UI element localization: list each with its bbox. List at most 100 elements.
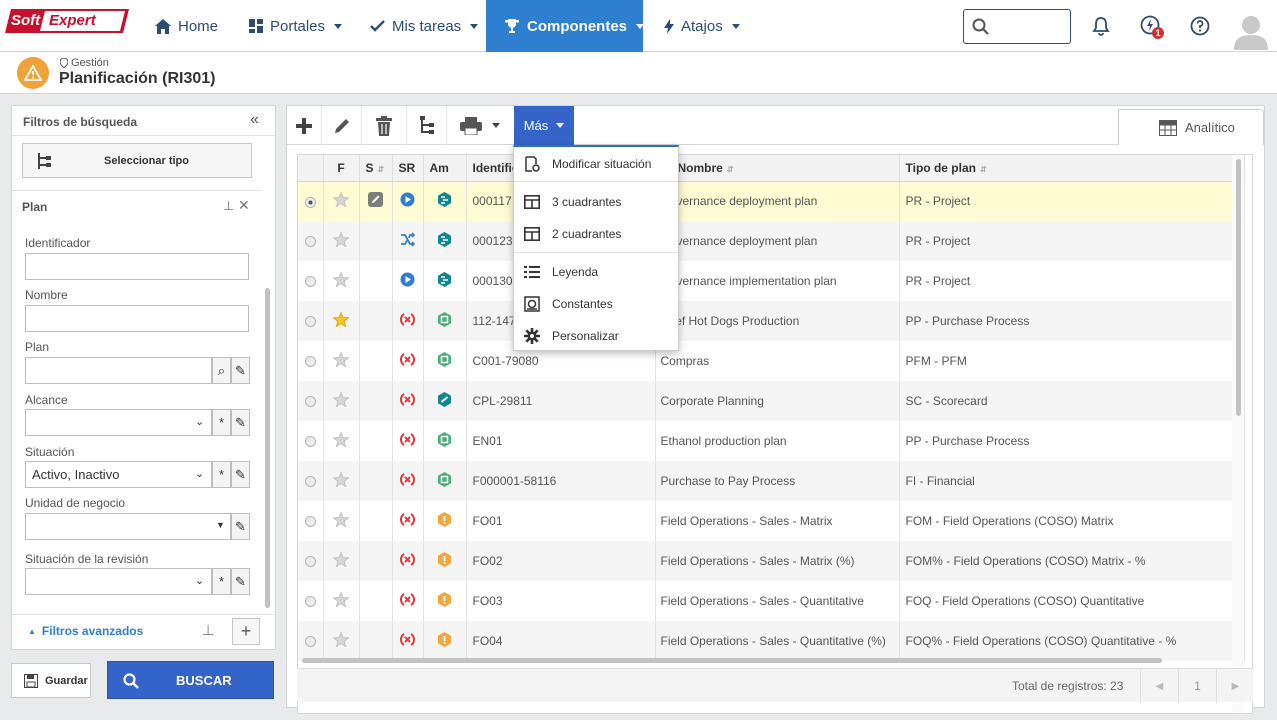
column-header-sr[interactable]: SR	[392, 155, 424, 182]
chevron-down-icon[interactable]: ⌄	[195, 575, 205, 587]
edit-button[interactable]	[322, 106, 362, 145]
hierarchy-button[interactable]	[407, 106, 447, 145]
favorite-cell[interactable]	[323, 421, 360, 461]
row-select-cell[interactable]	[298, 421, 324, 461]
panel-scrollbar[interactable]	[265, 288, 270, 608]
table-row[interactable]: EN01 Ethanol production plan PP - Purchase…	[298, 421, 1245, 461]
star-icon[interactable]	[332, 471, 350, 488]
row-radio[interactable]	[304, 436, 316, 448]
row-radio[interactable]	[304, 276, 316, 288]
star-icon[interactable]	[332, 191, 350, 208]
clear-revision-button[interactable]: ✎	[231, 568, 250, 595]
menu-item-2-cuadrantes[interactable]: 2 cuadrantes	[514, 219, 678, 249]
favorite-cell[interactable]	[323, 381, 360, 421]
row-select-cell[interactable]	[298, 501, 324, 541]
chevron-down-icon[interactable]: ⌄	[195, 416, 205, 428]
menu-item-leyenda[interactable]: Leyenda	[514, 257, 678, 287]
row-select-cell[interactable]	[298, 581, 324, 621]
row-radio[interactable]	[304, 516, 316, 528]
dropdown-arrow-icon[interactable]: ▼	[216, 520, 225, 530]
menu-item-modificar-situacion[interactable]: Modificar situación	[514, 149, 678, 179]
row-radio[interactable]	[304, 236, 316, 248]
softexpert-logo[interactable]: Soft Expert	[5, 9, 129, 33]
current-page[interactable]: 1	[1178, 669, 1216, 703]
favorite-cell[interactable]	[323, 301, 360, 341]
table-row[interactable]: FO04 Field Operations - Sales - Quantitat…	[298, 621, 1245, 661]
row-radio[interactable]	[304, 556, 316, 568]
alcance-select[interactable]	[25, 409, 212, 436]
clear-unidad-button[interactable]: ✎	[231, 513, 250, 540]
search-plan-button[interactable]: ⌕	[212, 357, 231, 384]
nav-componentes[interactable]: Componentes	[486, 0, 645, 52]
favorite-cell[interactable]	[323, 581, 360, 621]
add-filter-button[interactable]: +	[232, 618, 260, 645]
row-select-cell[interactable]	[298, 301, 324, 341]
row-select-cell[interactable]	[298, 621, 324, 661]
more-button[interactable]: Más	[514, 106, 574, 145]
favorite-cell[interactable]	[323, 221, 360, 261]
clear-plan-button[interactable]: ✎	[231, 357, 250, 384]
table-row[interactable]: FO01 Field Operations - Sales - Matrix FOM…	[298, 501, 1245, 541]
print-button[interactable]	[447, 106, 513, 145]
alerts-button[interactable]: 1	[1140, 15, 1164, 40]
collapse-panel-icon[interactable]: «	[250, 111, 259, 128]
row-select-cell[interactable]	[298, 221, 324, 261]
row-radio[interactable]	[304, 596, 316, 608]
global-search-input[interactable]	[963, 9, 1071, 44]
previous-page-button[interactable]: ◀	[1140, 669, 1178, 703]
column-header-f[interactable]: F	[323, 155, 360, 182]
delete-button[interactable]	[362, 106, 407, 145]
search-button[interactable]: BUSCAR	[107, 661, 274, 699]
situacion-select[interactable]: Activo, Inactivo	[25, 461, 212, 488]
star-icon[interactable]	[332, 511, 350, 528]
clear-section-icon[interactable]: ⊥	[223, 198, 235, 213]
column-header-tipo-de-plan[interactable]: Tipo de plan ⇵	[899, 155, 1245, 182]
table-row[interactable]: F000001-58116 Purchase to Pay Process FI -…	[298, 461, 1245, 501]
alcance-all-button[interactable]: *	[212, 409, 231, 436]
nav-portales[interactable]: Portales	[249, 0, 343, 52]
situacion-all-button[interactable]: *	[212, 461, 231, 488]
star-icon[interactable]	[332, 231, 350, 248]
help-icon[interactable]	[1190, 16, 1210, 39]
row-select-cell[interactable]	[298, 541, 324, 581]
next-page-button[interactable]: ▶	[1216, 669, 1254, 703]
save-button[interactable]: Guardar	[11, 663, 91, 698]
chevron-down-icon[interactable]: ⌄	[195, 468, 205, 480]
star-icon[interactable]	[332, 431, 350, 448]
nav-mis-tareas[interactable]: Mis tareas	[370, 0, 479, 52]
row-select-cell[interactable]	[298, 181, 324, 221]
clear-alcance-button[interactable]: ✎	[231, 409, 250, 436]
star-filled-icon[interactable]	[332, 311, 350, 328]
grid-vertical-scrollbar[interactable]	[1236, 159, 1241, 416]
add-button[interactable]	[287, 106, 322, 145]
table-row[interactable]: FO03 Field Operations - Sales - Quantitat…	[298, 581, 1245, 621]
column-header-am[interactable]: Am	[423, 155, 467, 182]
row-radio[interactable]	[304, 356, 316, 368]
unidad-select[interactable]	[25, 513, 231, 540]
row-radio[interactable]	[304, 316, 316, 328]
table-row[interactable]: 000123 Governance deployment plan PR - Pro…	[298, 221, 1245, 261]
nav-home[interactable]: Home	[155, 0, 218, 52]
table-row[interactable]: CPL-29811 Corporate Planning SC - Scorecar…	[298, 381, 1245, 421]
row-radio[interactable]	[304, 396, 316, 408]
clear-filter-icon[interactable]: ⊥	[202, 622, 215, 638]
menu-item-constantes[interactable]: Constantes	[514, 289, 678, 319]
star-icon[interactable]	[332, 391, 350, 408]
favorite-cell[interactable]	[323, 341, 360, 381]
column-header-s[interactable]: S ⇵	[359, 155, 393, 182]
menu-item-personalizar[interactable]: Personalizar	[514, 321, 678, 351]
star-icon[interactable]	[332, 551, 350, 568]
table-row[interactable]: FO02 Field Operations - Sales - Matrix (%…	[298, 541, 1245, 581]
grid-horizontal-scrollbar[interactable]	[302, 658, 1162, 663]
advanced-filters-toggle[interactable]: ▲ Filtros avanzados	[28, 624, 143, 638]
star-icon[interactable]	[332, 631, 350, 648]
select-type-button[interactable]: Seleccionar tipo	[22, 143, 252, 178]
revision-all-button[interactable]: *	[212, 568, 231, 595]
star-icon[interactable]	[332, 591, 350, 608]
clear-situacion-button[interactable]: ✎	[231, 461, 250, 488]
row-select-cell[interactable]	[298, 341, 324, 381]
favorite-cell[interactable]	[323, 621, 360, 661]
revision-select[interactable]	[25, 568, 212, 595]
row-radio[interactable]	[304, 196, 316, 208]
table-row[interactable]: C001-79080 Compras PFM - PFM	[298, 341, 1245, 381]
